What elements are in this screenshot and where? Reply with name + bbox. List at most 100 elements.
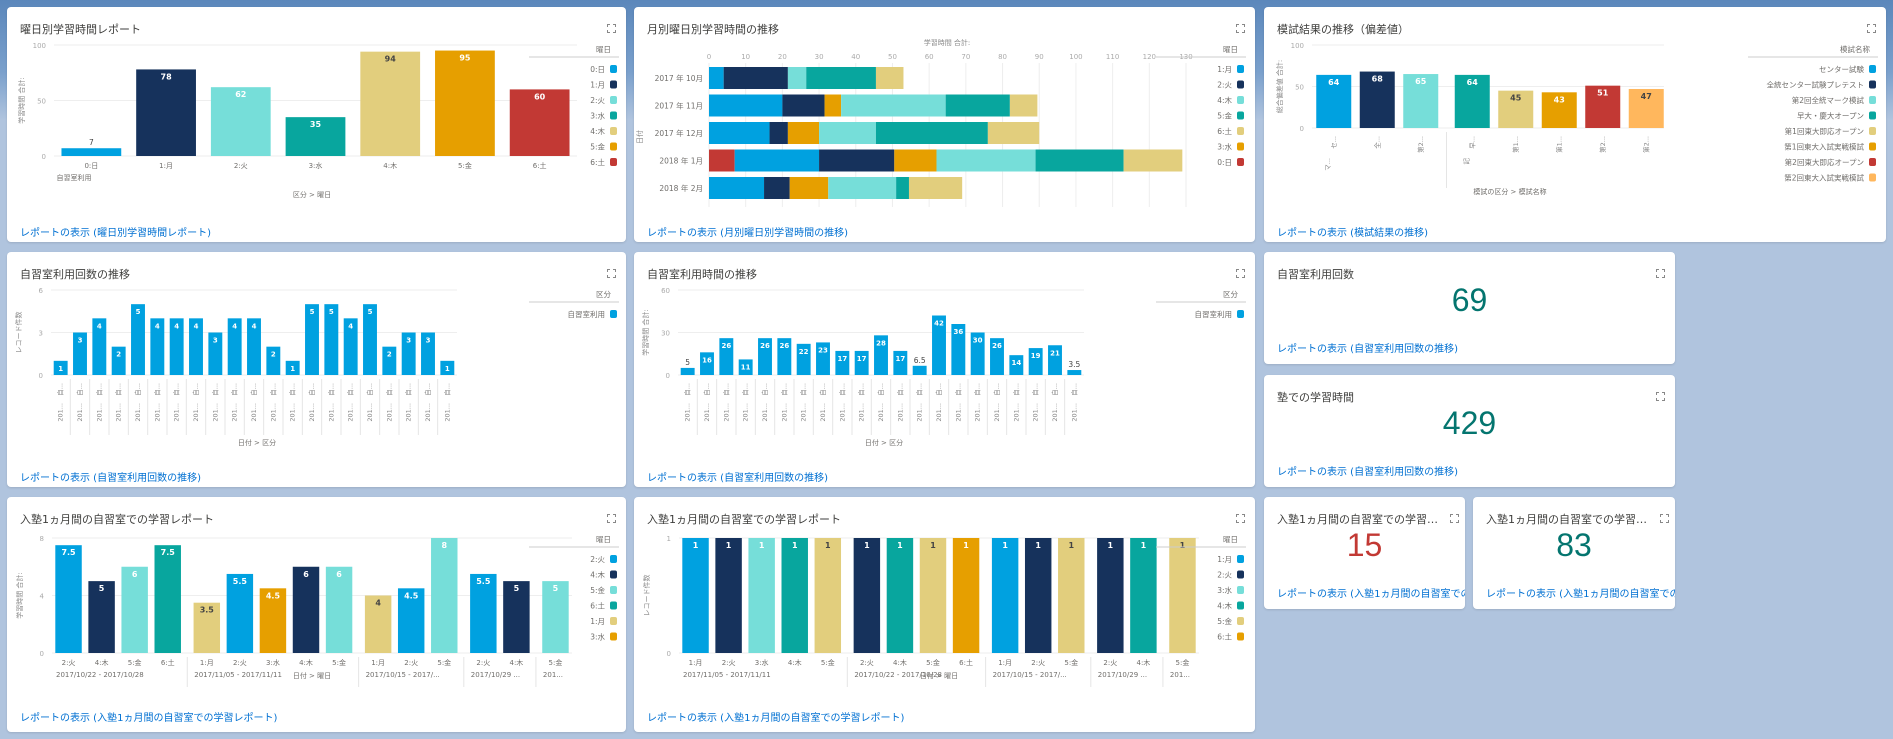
x-sub-label: 自...	[934, 383, 943, 396]
bar	[835, 350, 850, 375]
expand-icon[interactable]	[1656, 392, 1665, 401]
view-report-link[interactable]: レポートの表示 (入塾1ヵ月間の自習室での学習レポート)	[20, 713, 278, 724]
bar-segment	[819, 122, 876, 144]
bar	[305, 304, 319, 375]
view-report-link[interactable]: レポートの表示 (自習室利用回数の推移)	[647, 473, 828, 484]
bar	[1316, 74, 1352, 128]
x-tick-label: 第2...	[1641, 136, 1650, 153]
bar	[401, 332, 416, 375]
bar	[227, 318, 242, 375]
bar	[854, 350, 869, 375]
y-tick-label: 0	[667, 650, 671, 658]
legend-title: 曜日	[596, 45, 611, 54]
bar	[1024, 538, 1052, 653]
bar-segment	[787, 122, 820, 144]
x-tick-label: 201...	[327, 403, 335, 422]
bar-segment	[709, 122, 770, 144]
view-report-link[interactable]: レポートの表示 (曜日別学習時間レポート)	[20, 228, 211, 239]
expand-icon[interactable]	[1660, 514, 1669, 523]
data-label: 17	[837, 355, 847, 363]
x-tick-label: 6:土	[959, 658, 973, 667]
data-label: 6	[132, 570, 138, 579]
data-label: 1	[290, 365, 295, 373]
bar	[1359, 71, 1395, 128]
monthly-weekday-chart: 学習時間 合計:0 10 20 30 40 50 60 70 80 90 100 110 120 1302…	[635, 38, 1246, 207]
data-label: 4	[252, 322, 257, 330]
view-report-link[interactable]: レポートの表示 (月別曜日別学習時間の推移)	[647, 228, 848, 239]
bar	[226, 573, 254, 653]
metric-value: 83	[1556, 527, 1592, 563]
mock-exam-chart: 0 50 100 総合偏差値 合計: 64 セ... 68 全... 65 第2... マ... 64…	[1275, 42, 1878, 196]
view-report-link[interactable]: レポートの表示 (入塾1ヵ月間の自習室での	[1486, 589, 1675, 600]
bar	[136, 69, 196, 156]
x-tick-label: 90	[1035, 53, 1044, 61]
data-label: 3.5	[200, 606, 215, 615]
view-report-link[interactable]: レポートの表示 (自習室利用回数の推移)	[1277, 467, 1458, 478]
x-tick-label: 5:金	[128, 658, 142, 667]
bar-segment	[819, 149, 895, 172]
data-label: 17	[895, 355, 905, 363]
legend-label: 1:月	[1217, 65, 1232, 74]
legend-swatch	[1237, 632, 1244, 641]
x-sub-label: 自...	[210, 383, 219, 396]
data-label: 42	[934, 320, 944, 328]
bar	[470, 573, 497, 653]
expand-icon[interactable]	[607, 514, 616, 523]
expand-icon[interactable]	[607, 269, 616, 278]
metric-value: 429	[1442, 405, 1497, 441]
expand-icon[interactable]	[1236, 269, 1245, 278]
bar-segment	[894, 149, 937, 172]
data-label: 5	[553, 584, 559, 593]
x-sub-label: 自...	[423, 383, 432, 396]
card-title: 入塾1ヵ月間の自習室での学習レポ...	[1277, 513, 1447, 526]
expand-icon[interactable]	[1656, 269, 1665, 278]
view-report-link[interactable]: レポートの表示 (自習室利用回数の推移)	[20, 473, 201, 484]
x-sub-label: 自...	[326, 383, 335, 396]
data-label: 30	[973, 337, 983, 345]
legend-label: 1:月	[590, 617, 605, 626]
legend-label: 4:木	[590, 570, 605, 580]
y-tick-label: 2017 年 10月	[655, 73, 703, 83]
x-tick-label: 4:木	[1136, 658, 1150, 667]
view-report-link[interactable]: レポートの表示 (入塾1ヵ月間の自習室での	[1277, 589, 1465, 600]
card-first-month-count: 入塾1ヵ月間の自習室での学習レポート 0 1 レコード件数 1 1:月 1 2:火 1 3:水 1…	[634, 497, 1255, 732]
bar	[111, 346, 126, 375]
bar	[189, 318, 203, 375]
legend-label: 2:火	[590, 555, 605, 564]
bar-segment	[709, 67, 724, 89]
expand-icon[interactable]	[1236, 514, 1245, 523]
bar	[912, 365, 927, 375]
data-label: 26	[992, 342, 1002, 350]
data-label: 23	[818, 346, 828, 354]
bar	[1541, 92, 1577, 128]
bar-segment	[764, 177, 790, 199]
y-axis-label: 総合偏差値 合計:	[1275, 60, 1284, 114]
y-tick-label: 8	[40, 535, 44, 543]
x-tick-label: 2:火	[722, 659, 736, 667]
view-report-link[interactable]: レポートの表示 (模試結果の推移)	[1277, 228, 1428, 239]
data-label: 65	[1415, 77, 1427, 86]
x-group-label: 2017/10/29 ...	[1098, 671, 1147, 679]
data-label: 6.5	[914, 356, 926, 365]
bar-segment	[875, 122, 988, 144]
expand-icon[interactable]	[607, 24, 616, 33]
data-label: 1	[864, 541, 870, 550]
card-metric-first-month-b: 入塾1ヵ月間の自習室での学習レポ... 83 レポートの表示 (入塾1ヵ月間の自…	[1473, 497, 1675, 609]
expand-icon[interactable]	[1450, 514, 1459, 523]
legend-label: 第1回東大即応オープン	[1785, 126, 1864, 136]
data-label: 5.5	[233, 577, 248, 586]
legend-swatch	[1237, 617, 1244, 625]
x-tick-label: 4:木	[509, 658, 523, 667]
expand-icon[interactable]	[1867, 24, 1876, 33]
expand-icon[interactable]	[1236, 24, 1245, 33]
bar	[363, 304, 377, 375]
view-report-link[interactable]: レポートの表示 (自習室利用回数の推移)	[1277, 344, 1458, 355]
data-label: 17	[857, 355, 867, 363]
bar	[919, 538, 947, 653]
x-sub-label: 自...	[876, 383, 885, 396]
legend-swatch	[1869, 142, 1876, 151]
view-report-link[interactable]: レポートの表示 (入塾1ヵ月間の自習室での学習レポート)	[647, 713, 905, 724]
x-tick-label: 6:土	[161, 658, 175, 667]
bar-segment	[806, 67, 876, 89]
data-label: 51	[1597, 89, 1609, 98]
